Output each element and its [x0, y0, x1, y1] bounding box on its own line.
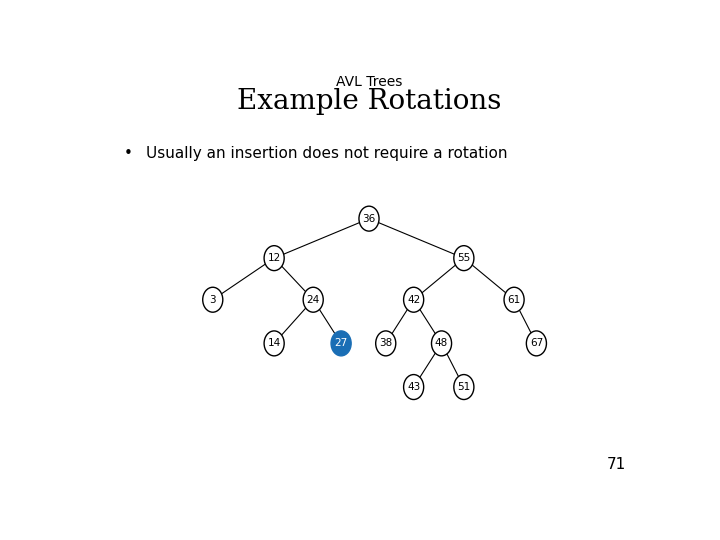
Ellipse shape: [526, 331, 546, 356]
Ellipse shape: [454, 246, 474, 271]
Ellipse shape: [404, 287, 423, 312]
Ellipse shape: [331, 331, 351, 356]
Text: 71: 71: [606, 457, 626, 472]
Ellipse shape: [454, 375, 474, 400]
Ellipse shape: [303, 287, 323, 312]
Text: 36: 36: [362, 214, 376, 224]
Ellipse shape: [203, 287, 222, 312]
Ellipse shape: [504, 287, 524, 312]
Text: 27: 27: [335, 339, 348, 348]
Text: Example Rotations: Example Rotations: [237, 87, 501, 114]
Ellipse shape: [376, 331, 396, 356]
Ellipse shape: [359, 206, 379, 231]
Ellipse shape: [264, 331, 284, 356]
Text: 43: 43: [407, 382, 420, 392]
Ellipse shape: [264, 246, 284, 271]
Ellipse shape: [431, 331, 451, 356]
Text: 67: 67: [530, 339, 543, 348]
Text: 42: 42: [407, 295, 420, 305]
Text: 38: 38: [379, 339, 392, 348]
Ellipse shape: [404, 375, 423, 400]
Text: Usually an insertion does not require a rotation: Usually an insertion does not require a …: [145, 146, 508, 161]
Text: AVL Trees: AVL Trees: [336, 75, 402, 89]
Text: 12: 12: [268, 253, 281, 263]
Text: 61: 61: [508, 295, 521, 305]
Text: 48: 48: [435, 339, 448, 348]
Text: 14: 14: [268, 339, 281, 348]
Text: 24: 24: [307, 295, 320, 305]
Text: 3: 3: [210, 295, 216, 305]
Text: 55: 55: [457, 253, 470, 263]
Text: 51: 51: [457, 382, 470, 392]
Text: •: •: [124, 146, 132, 161]
